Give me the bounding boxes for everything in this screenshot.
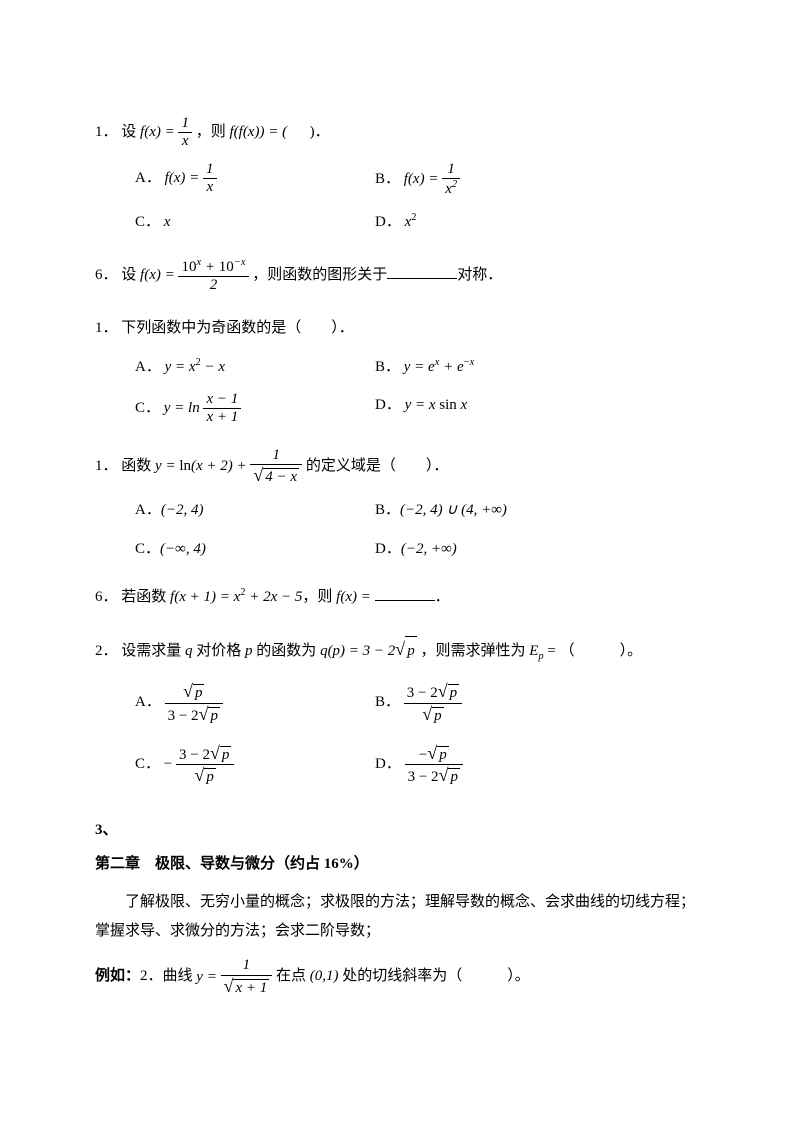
option-c: C． − 3 − 2√p√p bbox=[135, 743, 375, 787]
text: 在点 bbox=[272, 969, 310, 985]
options: A．(−2, 4) B．(−2, 4) ∪ (4, +∞) C．(−∞, 4) … bbox=[95, 496, 705, 563]
option-b: B．(−2, 4) ∪ (4, +∞) bbox=[375, 496, 705, 525]
text: 处的切线斜率为（ ）。 bbox=[339, 969, 530, 985]
option-a: A．(−2, 4) bbox=[135, 496, 375, 525]
option-d: D． −√p3 − 2√p bbox=[375, 743, 705, 787]
text: = （ ）。 bbox=[544, 643, 642, 659]
question-text: 例如：2．曲线 y = 1√x + 1 在点 (0,1) 处的切线斜率为（ ）。 bbox=[95, 957, 705, 997]
math: q(p) = 3 − 2√p bbox=[320, 643, 417, 659]
option-d: D． y = x sin x bbox=[375, 391, 705, 427]
math: f(x) = bbox=[336, 589, 374, 605]
text: 曲线 bbox=[163, 969, 197, 985]
option-a: A． y = x2 − x bbox=[135, 353, 375, 382]
question-number: 1． bbox=[95, 320, 118, 336]
option-c: C． x bbox=[135, 208, 375, 237]
question-text: 1． 函数 y = ln(x + 2) + 1√4 − x 的定义域是（ ）． bbox=[95, 447, 705, 487]
question-text: 6． 若函数 f(x + 1) = x2 + 2x − 5，则 f(x) = ． bbox=[95, 583, 705, 612]
text: 下列函数中为奇函数的是（ ）． bbox=[121, 320, 354, 336]
options: A． f(x) = 1x B． f(x) = 1x2 C． x D． x2 bbox=[95, 161, 705, 237]
option-d: D．(−2, +∞) bbox=[375, 535, 705, 564]
text: 对价格 bbox=[193, 643, 246, 659]
chapter-description: 了解极限、无穷小量的概念；求极限的方法；理解导数的概念、会求曲线的切线方程；掌握… bbox=[95, 888, 705, 945]
math: f(x) = 10x + 10−x2 bbox=[140, 267, 252, 283]
option-a: A． f(x) = 1x bbox=[135, 161, 375, 199]
options: A． y = x2 − x B． y = ex + e−x C． y = ln … bbox=[95, 353, 705, 427]
question-number: 6． bbox=[95, 267, 118, 283]
example-label: 例如： bbox=[95, 969, 140, 985]
text: 设 bbox=[121, 124, 136, 140]
text: 的定义域是（ ）． bbox=[306, 458, 449, 474]
question-text: 1． 下列函数中为奇函数的是（ ）． bbox=[95, 314, 705, 343]
option-b: B． y = ex + e−x bbox=[375, 353, 705, 382]
math: y = 1√x + 1 bbox=[196, 969, 272, 985]
math: y = ln(x + 2) + 1√4 − x bbox=[155, 458, 306, 474]
question-1b: 1． 下列函数中为奇函数的是（ ）． A． y = x2 − x B． y = … bbox=[95, 314, 705, 427]
options: A． √p3 − 2√p B． 3 − 2√p√p C． − 3 − 2√p√p… bbox=[95, 681, 705, 786]
math: f(x + 1) = x2 + 2x − 5 bbox=[170, 589, 302, 605]
text: 函数 bbox=[121, 458, 155, 474]
text: 对称． bbox=[457, 267, 502, 283]
example-question: 例如：2．曲线 y = 1√x + 1 在点 (0,1) 处的切线斜率为（ ）。 bbox=[95, 957, 705, 997]
text: ，则需求弹性为 bbox=[417, 643, 530, 659]
text: 设 bbox=[121, 267, 140, 283]
section-number: 3、 bbox=[95, 816, 705, 845]
math: f(x) = 1x bbox=[140, 124, 196, 140]
math: (0,1) bbox=[310, 969, 339, 985]
text: )． bbox=[310, 124, 330, 140]
text: 若函数 bbox=[121, 589, 170, 605]
question-text: 6． 设 f(x) = 10x + 10−x2 ，则函数的图形关于 对称． bbox=[95, 257, 705, 295]
math: f(f(x)) = ( bbox=[229, 124, 287, 140]
question-6b: 6． 若函数 f(x + 1) = x2 + 2x − 5，则 f(x) = ． bbox=[95, 583, 705, 612]
question-1c: 1． 函数 y = ln(x + 2) + 1√4 − x 的定义域是（ ）． … bbox=[95, 447, 705, 564]
question-number: 2． bbox=[140, 969, 163, 985]
question-text: 1． 设 f(x) = 1x ，则 f(f(x)) = ( )． bbox=[95, 115, 705, 151]
option-c: C．(−∞, 4) bbox=[135, 535, 375, 564]
math: q bbox=[185, 643, 193, 659]
text: 设需求量 bbox=[121, 643, 185, 659]
option-a: A． √p3 − 2√p bbox=[135, 681, 375, 725]
math: p bbox=[245, 643, 253, 659]
text: ，则 bbox=[302, 589, 336, 605]
question-1: 1． 设 f(x) = 1x ，则 f(f(x)) = ( )． A． f(x)… bbox=[95, 115, 705, 237]
option-c: C． y = ln x − 1x + 1 bbox=[135, 391, 375, 427]
blank bbox=[375, 600, 435, 601]
text: ． bbox=[435, 589, 450, 605]
chapter-title: 第二章 极限、导数与微分（约占 16%） bbox=[95, 850, 705, 879]
question-2: 2． 设需求量 q 对价格 p 的函数为 q(p) = 3 − 2√p ，则需求… bbox=[95, 632, 705, 787]
question-number: 2． bbox=[95, 643, 118, 659]
math: Ep bbox=[529, 643, 543, 659]
option-b: B． f(x) = 1x2 bbox=[375, 161, 705, 199]
text: ，则函数的图形关于 bbox=[252, 267, 387, 283]
option-d: D． x2 bbox=[375, 208, 705, 237]
question-6a: 6． 设 f(x) = 10x + 10−x2 ，则函数的图形关于 对称． bbox=[95, 257, 705, 295]
text: ，则 bbox=[196, 124, 230, 140]
question-number: 1． bbox=[95, 458, 118, 474]
text: 的函数为 bbox=[253, 643, 321, 659]
question-number: 6． bbox=[95, 589, 118, 605]
option-b: B． 3 − 2√p√p bbox=[375, 681, 705, 725]
question-text: 2． 设需求量 q 对价格 p 的函数为 q(p) = 3 − 2√p ，则需求… bbox=[95, 632, 705, 667]
blank bbox=[387, 278, 457, 279]
question-number: 1． bbox=[95, 124, 118, 140]
